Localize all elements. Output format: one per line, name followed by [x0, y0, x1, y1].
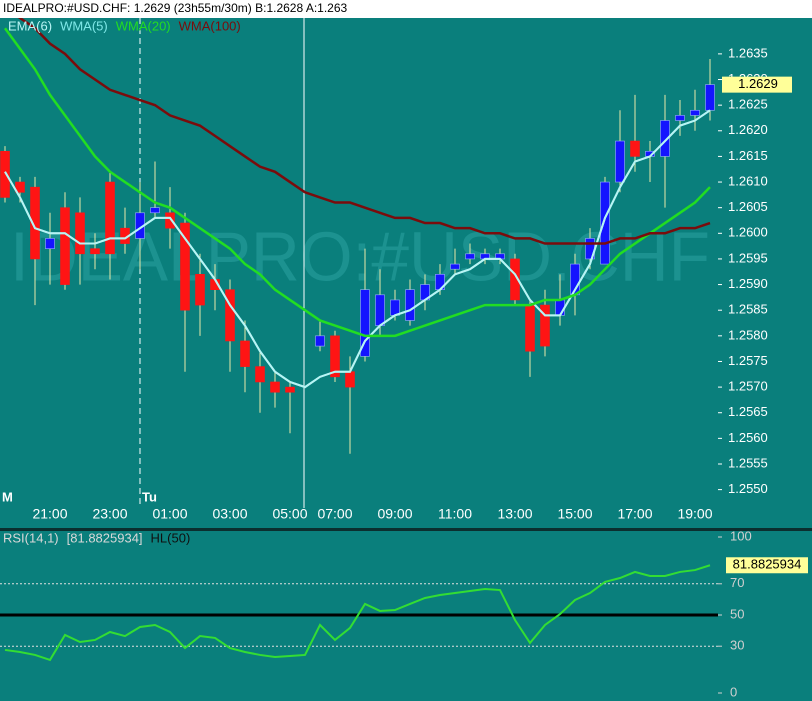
- candle-body: [240, 340, 250, 367]
- candle-body: [375, 294, 385, 326]
- x-tick-label: 03:00: [212, 506, 247, 522]
- candle-body: [660, 120, 670, 157]
- candle-body: [195, 274, 205, 306]
- y-tick-label: 1.2615: [728, 148, 768, 163]
- candle-body: [165, 212, 175, 229]
- y-tick-label: 0: [730, 684, 737, 699]
- y-tick-label: 1.2555: [728, 455, 768, 470]
- x-tick-label: 13:00: [497, 506, 532, 522]
- candle-body: [105, 181, 115, 255]
- candle-body: [0, 150, 10, 198]
- rsi-legend: RSI(14,1): [3, 530, 59, 545]
- rsi-legend: HL(50): [151, 530, 191, 545]
- candle-body: [675, 115, 685, 121]
- day-label: Tu: [142, 489, 157, 504]
- y-tick-label: 70: [730, 575, 744, 590]
- price-panel: [0, 18, 812, 528]
- candle-body: [150, 207, 160, 214]
- y-tick-label: 1.2570: [728, 379, 768, 394]
- candle-body: [270, 381, 280, 393]
- y-tick-label: 1.2620: [728, 122, 768, 137]
- x-tick-label: 01:00: [152, 506, 187, 522]
- x-tick-label: 19:00: [677, 506, 712, 522]
- panel-separator: [0, 528, 812, 531]
- y-tick-label: 1.2565: [728, 404, 768, 419]
- candle-body: [330, 335, 340, 378]
- y-tick-label: 1.2585: [728, 302, 768, 317]
- candle-body: [405, 289, 415, 321]
- candle-body: [390, 299, 400, 316]
- y-tick-label: 1.2560: [728, 430, 768, 445]
- candle-body: [510, 258, 520, 301]
- rsi-plot: [0, 564, 718, 662]
- x-tick-label: 05:00: [272, 506, 307, 522]
- candle-body: [600, 181, 610, 265]
- x-tick-label: 15:00: [557, 506, 592, 522]
- candle-body: [315, 335, 325, 347]
- candle-body: [630, 140, 640, 157]
- candle-body: [90, 248, 100, 255]
- labels: 1.2550 1.2555 1.2560 1.2565 1.2570 1.2575 1.25…: [2, 18, 808, 699]
- candle-body: [225, 289, 235, 342]
- last-value-box: [726, 557, 808, 574]
- y-tick-label: 1.2625: [728, 97, 768, 112]
- candle-body: [450, 263, 460, 270]
- y-tick-label: 1.2605: [728, 199, 768, 214]
- legend-entry: EMA(6): [8, 18, 52, 33]
- legend-entry: WMA(5): [60, 18, 108, 33]
- candle-body: [540, 304, 550, 347]
- candle-body: [690, 109, 700, 116]
- candle-body: [180, 222, 190, 311]
- x-tick-label: 07:00: [317, 506, 352, 522]
- y-tick-label: 1.2635: [728, 45, 768, 60]
- x-tick-label: 21:00: [32, 506, 67, 522]
- x-tick-label: 23:00: [92, 506, 127, 522]
- day-label: M: [2, 489, 13, 504]
- x-tick-label: 11:00: [438, 506, 472, 522]
- candle-body: [615, 140, 625, 183]
- candle-body: [525, 304, 535, 352]
- x-tick-label: 09:00: [377, 506, 412, 522]
- candle-body: [60, 207, 70, 285]
- candle-body: [465, 253, 475, 260]
- rsi-legend: [81.8825934]: [67, 530, 143, 545]
- last-price-box: [722, 76, 792, 93]
- candle-body: [345, 371, 355, 388]
- ma-line: [4, 109, 711, 389]
- y-tick-label: 1.2550: [728, 481, 768, 496]
- candle-body: [360, 289, 370, 357]
- y-tick-label: 1.2590: [728, 276, 768, 291]
- y-tick-label: 50: [730, 606, 744, 621]
- ma-line: [3, 27, 711, 338]
- y-tick-label: 1.2600: [728, 225, 768, 240]
- candle-body: [255, 366, 265, 383]
- y-tick-label: 30: [730, 638, 744, 653]
- candle-body: [705, 84, 715, 111]
- candle-body: [15, 181, 25, 193]
- candle-body: [45, 238, 55, 249]
- y-tick-label: 1.2575: [728, 353, 768, 368]
- legend-entry: WMA(100): [179, 18, 241, 33]
- last-price-label: 1.2629: [738, 76, 778, 91]
- header-bar: [0, 0, 812, 18]
- candle-body: [30, 186, 40, 260]
- candle-body: [555, 299, 565, 316]
- legend-entry: WMA(20): [116, 18, 171, 33]
- candle-body: [75, 212, 85, 255]
- x-tick-label: 17:00: [617, 506, 652, 522]
- y-tick-label: 1.2610: [728, 173, 768, 188]
- rsi-line: [4, 564, 711, 662]
- y-tick-label: 1.2595: [728, 250, 768, 265]
- header-text: IDEALPRO:#USD.CHF: 1.2629 (23h55m/30m) B…: [3, 1, 348, 15]
- last-value-label: 81.8825934: [733, 557, 802, 572]
- price-plot: [0, 18, 715, 508]
- y-tick-label: 100: [730, 528, 752, 543]
- ma-line: [17, 18, 711, 245]
- candle-body: [285, 386, 295, 393]
- y-tick-label: 1.2580: [728, 327, 768, 342]
